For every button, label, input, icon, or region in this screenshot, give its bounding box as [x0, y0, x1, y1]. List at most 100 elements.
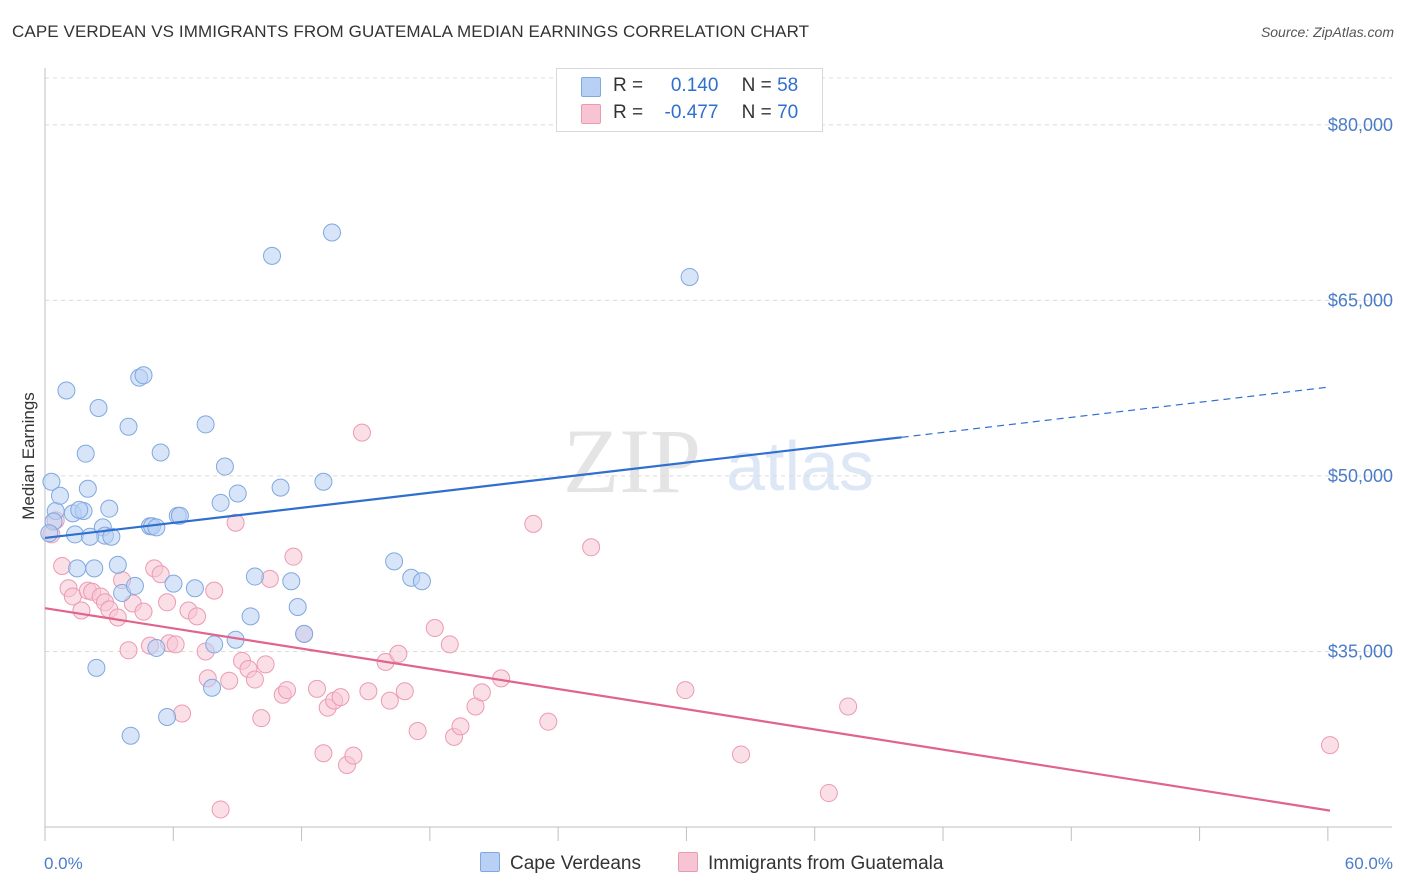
- data-point-guatemala: [524, 514, 543, 533]
- data-point-guatemala: [676, 681, 695, 700]
- data-point-guatemala: [245, 670, 264, 689]
- trend-line-guatemala: [44, 607, 1331, 812]
- y-tick-label: $65,000: [1328, 290, 1393, 310]
- data-point-guatemala: [260, 569, 279, 588]
- data-point-cape-verdeans: [215, 457, 234, 476]
- data-point-cape-verdeans: [50, 486, 69, 505]
- data-point-guatemala: [307, 679, 326, 698]
- data-point-guatemala: [278, 681, 297, 700]
- data-point-guatemala: [539, 712, 558, 731]
- correlation-legend: R = 0.140 N = 58 R = -0.477 N = 70: [556, 68, 823, 132]
- legend-n-label: N =: [741, 102, 772, 123]
- legend-n-label: N =: [741, 75, 772, 96]
- data-point-cape-verdeans: [412, 572, 431, 591]
- data-point-guatemala: [732, 745, 751, 764]
- bottom-legend-label-pink: Immigrants from Guatemala: [708, 853, 944, 874]
- data-point-guatemala: [252, 709, 271, 728]
- data-point-cape-verdeans: [322, 223, 341, 242]
- data-point-guatemala: [53, 557, 72, 576]
- y-axis-label: Median Earnings: [19, 392, 38, 520]
- data-point-guatemala: [839, 697, 858, 716]
- data-point-cape-verdeans: [164, 574, 183, 593]
- data-point-cape-verdeans: [228, 484, 247, 503]
- data-point-guatemala: [173, 704, 192, 723]
- data-point-cape-verdeans: [205, 635, 224, 654]
- legend-swatch-pink: [581, 104, 601, 124]
- tick-labels: $35,000 $50,000 $65,000 $80,000 0.0% 60.0%: [44, 115, 1393, 873]
- data-point-guatemala: [166, 635, 185, 654]
- data-point-guatemala: [440, 635, 459, 654]
- data-point-guatemala: [819, 784, 838, 803]
- data-point-guatemala: [256, 655, 275, 674]
- data-point-cape-verdeans: [680, 267, 699, 286]
- data-point-cape-verdeans: [245, 567, 264, 586]
- data-point-guatemala: [314, 744, 333, 763]
- data-point-guatemala: [389, 644, 408, 663]
- data-point-guatemala: [425, 619, 444, 638]
- data-point-cape-verdeans: [263, 246, 282, 265]
- data-point-cape-verdeans: [134, 366, 153, 385]
- watermark: ZIP atlas: [563, 410, 874, 512]
- bottom-legend-swatch-pink: [678, 852, 698, 872]
- data-point-guatemala: [205, 581, 224, 600]
- data-point-cape-verdeans: [271, 478, 290, 497]
- data-point-guatemala: [352, 423, 371, 442]
- watermark-atlas: atlas: [726, 427, 874, 505]
- data-point-guatemala: [359, 682, 378, 701]
- bottom-legend-cape-verdeans: Cape Verdeans: [480, 852, 641, 875]
- data-point-guatemala: [380, 691, 399, 710]
- data-point-guatemala: [344, 746, 363, 765]
- series-cape-verdeans-points: [40, 223, 699, 745]
- data-point-cape-verdeans: [385, 552, 404, 571]
- data-point-cape-verdeans: [102, 527, 121, 546]
- data-point-cape-verdeans: [147, 518, 166, 537]
- data-point-guatemala: [582, 538, 601, 557]
- data-point-cape-verdeans: [80, 527, 99, 546]
- data-point-guatemala: [395, 682, 414, 701]
- data-point-guatemala: [211, 800, 230, 819]
- chart-title: CAPE VERDEAN VS IMMIGRANTS FROM GUATEMAL…: [12, 22, 810, 41]
- data-point-cape-verdeans: [78, 479, 97, 498]
- data-point-cape-verdeans: [70, 500, 89, 519]
- bottom-legend-label-blue: Cape Verdeans: [510, 853, 641, 874]
- legend-n-value-pink: 70: [777, 102, 799, 123]
- data-point-guatemala: [451, 717, 470, 736]
- legend-r-value-pink: -0.477: [664, 102, 719, 123]
- bottom-legend-guatemala: Immigrants from Guatemala: [678, 852, 943, 875]
- data-point-cape-verdeans: [125, 576, 144, 595]
- data-point-cape-verdeans: [108, 555, 127, 574]
- data-point-cape-verdeans: [185, 579, 204, 598]
- data-point-guatemala: [188, 607, 207, 626]
- legend-swatch-blue: [581, 77, 601, 97]
- data-point-cape-verdeans: [89, 399, 108, 418]
- data-point-guatemala: [220, 671, 239, 690]
- data-point-guatemala: [226, 513, 245, 532]
- data-point-cape-verdeans: [170, 506, 189, 525]
- legend-r-label: R =: [613, 102, 644, 123]
- data-point-cape-verdeans: [288, 597, 307, 616]
- trend-line-cape-verdeans: [44, 436, 902, 540]
- y-tick-label: $80,000: [1328, 115, 1393, 135]
- legend-r-label: R =: [613, 75, 644, 96]
- data-point-guatemala: [331, 688, 350, 707]
- data-point-guatemala: [134, 602, 153, 621]
- axes: [44, 68, 1392, 841]
- data-point-guatemala: [472, 683, 491, 702]
- data-point-guatemala: [119, 641, 138, 660]
- data-point-cape-verdeans: [151, 443, 170, 462]
- data-point-cape-verdeans: [100, 499, 119, 518]
- data-point-cape-verdeans: [76, 444, 95, 463]
- data-point-guatemala: [151, 565, 170, 584]
- data-point-cape-verdeans: [241, 607, 260, 626]
- x-tick-label: 0.0%: [44, 854, 83, 873]
- data-point-cape-verdeans: [119, 417, 138, 436]
- data-point-cape-verdeans: [211, 493, 230, 512]
- legend-n-value-blue: 58: [777, 75, 799, 96]
- data-point-cape-verdeans: [87, 658, 106, 677]
- data-point-guatemala: [284, 547, 303, 566]
- bottom-legend-swatch-blue: [480, 852, 500, 872]
- data-point-cape-verdeans: [295, 624, 314, 643]
- data-point-cape-verdeans: [314, 472, 333, 491]
- data-point-cape-verdeans: [57, 381, 76, 400]
- data-point-guatemala: [408, 722, 427, 741]
